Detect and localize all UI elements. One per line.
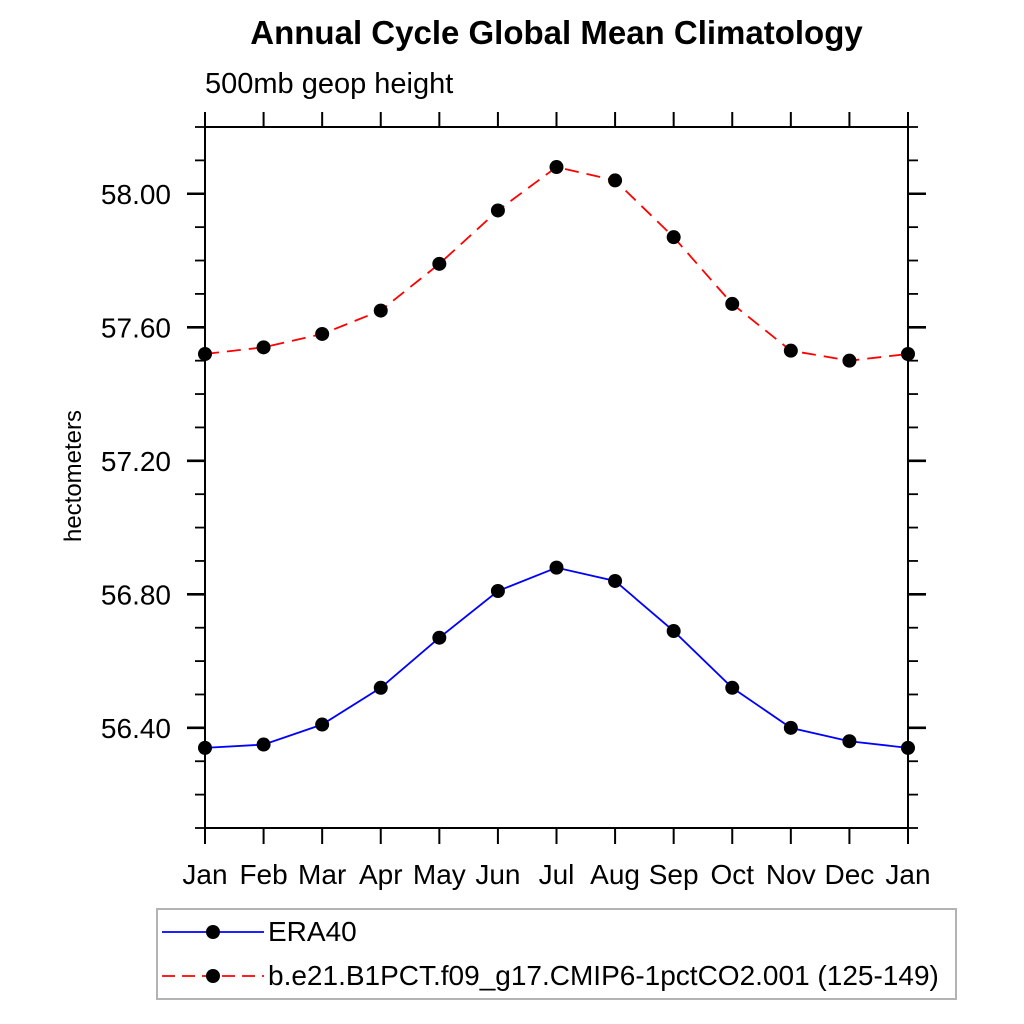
y-tick-label: 56.40 [101,713,171,744]
data-point-marker [490,203,505,218]
data-point-marker [783,720,798,735]
legend-box: ERA40 b.e21.B1PCT.f09_g17.CMIP6-1pctCO2.… [156,908,957,1000]
x-tick-label: Oct [710,859,754,890]
x-tick-label: Nov [766,859,816,890]
x-tick-label: Aug [590,859,640,890]
data-point-marker [373,303,388,318]
data-point-marker [432,630,447,645]
data-point-marker [842,353,857,368]
x-tick-label: Jun [475,859,520,890]
data-point-marker [901,740,915,755]
data-point-marker [373,680,388,695]
legend-entry-model: b.e21.B1PCT.f09_g17.CMIP6-1pctCO2.001 (1… [160,955,955,997]
data-point-marker [198,346,212,361]
data-point-marker [901,346,915,361]
data-point-marker [490,583,505,598]
legend-line-sample-model [162,969,264,983]
data-point-marker [783,343,798,358]
data-point-marker [549,160,564,175]
legend-sample-marker [206,925,220,939]
chart-subtitle: 500mb geop height [205,68,454,100]
data-point-marker [549,560,564,575]
x-tick-label: May [413,859,466,890]
x-tick-label: Feb [239,859,287,890]
legend-entry-era40: ERA40 [160,911,955,953]
legend-line-sample-era40 [162,925,264,939]
chart-title: Annual Cycle Global Mean Climatology [250,14,863,51]
data-point-marker [198,740,212,755]
x-tick-label: Apr [359,859,403,890]
y-tick-label: 58.00 [101,179,171,210]
y-tick-label: 57.20 [101,446,171,477]
x-tick-label: Jan [885,859,930,890]
x-tick-label: Dec [825,859,875,890]
plot-frame [204,126,909,829]
x-tick-label: Mar [298,859,346,890]
data-point-marker [666,230,681,245]
x-tick-label: Jul [539,859,575,890]
data-point-marker [315,326,330,341]
y-tick-label: 56.80 [101,579,171,610]
legend-label-model: b.e21.B1PCT.f09_g17.CMIP6-1pctCO2.001 (1… [268,960,939,991]
data-point-marker [666,624,681,639]
legend-label-era40: ERA40 [268,916,357,947]
data-point-marker [842,734,857,749]
x-tick-label: Sep [649,859,699,890]
series-line-model [204,166,909,362]
data-point-marker [608,173,623,188]
data-point-marker [315,717,330,732]
data-point-marker [608,573,623,588]
data-point-marker [256,737,271,752]
data-point-marker [725,296,740,311]
data-point-marker [725,680,740,695]
series-line-era40 [204,566,909,749]
y-tick-label: 57.60 [101,312,171,343]
legend-sample-marker [206,969,220,983]
data-point-marker [432,256,447,271]
data-point-marker [256,340,271,355]
x-tick-label: Jan [182,859,227,890]
